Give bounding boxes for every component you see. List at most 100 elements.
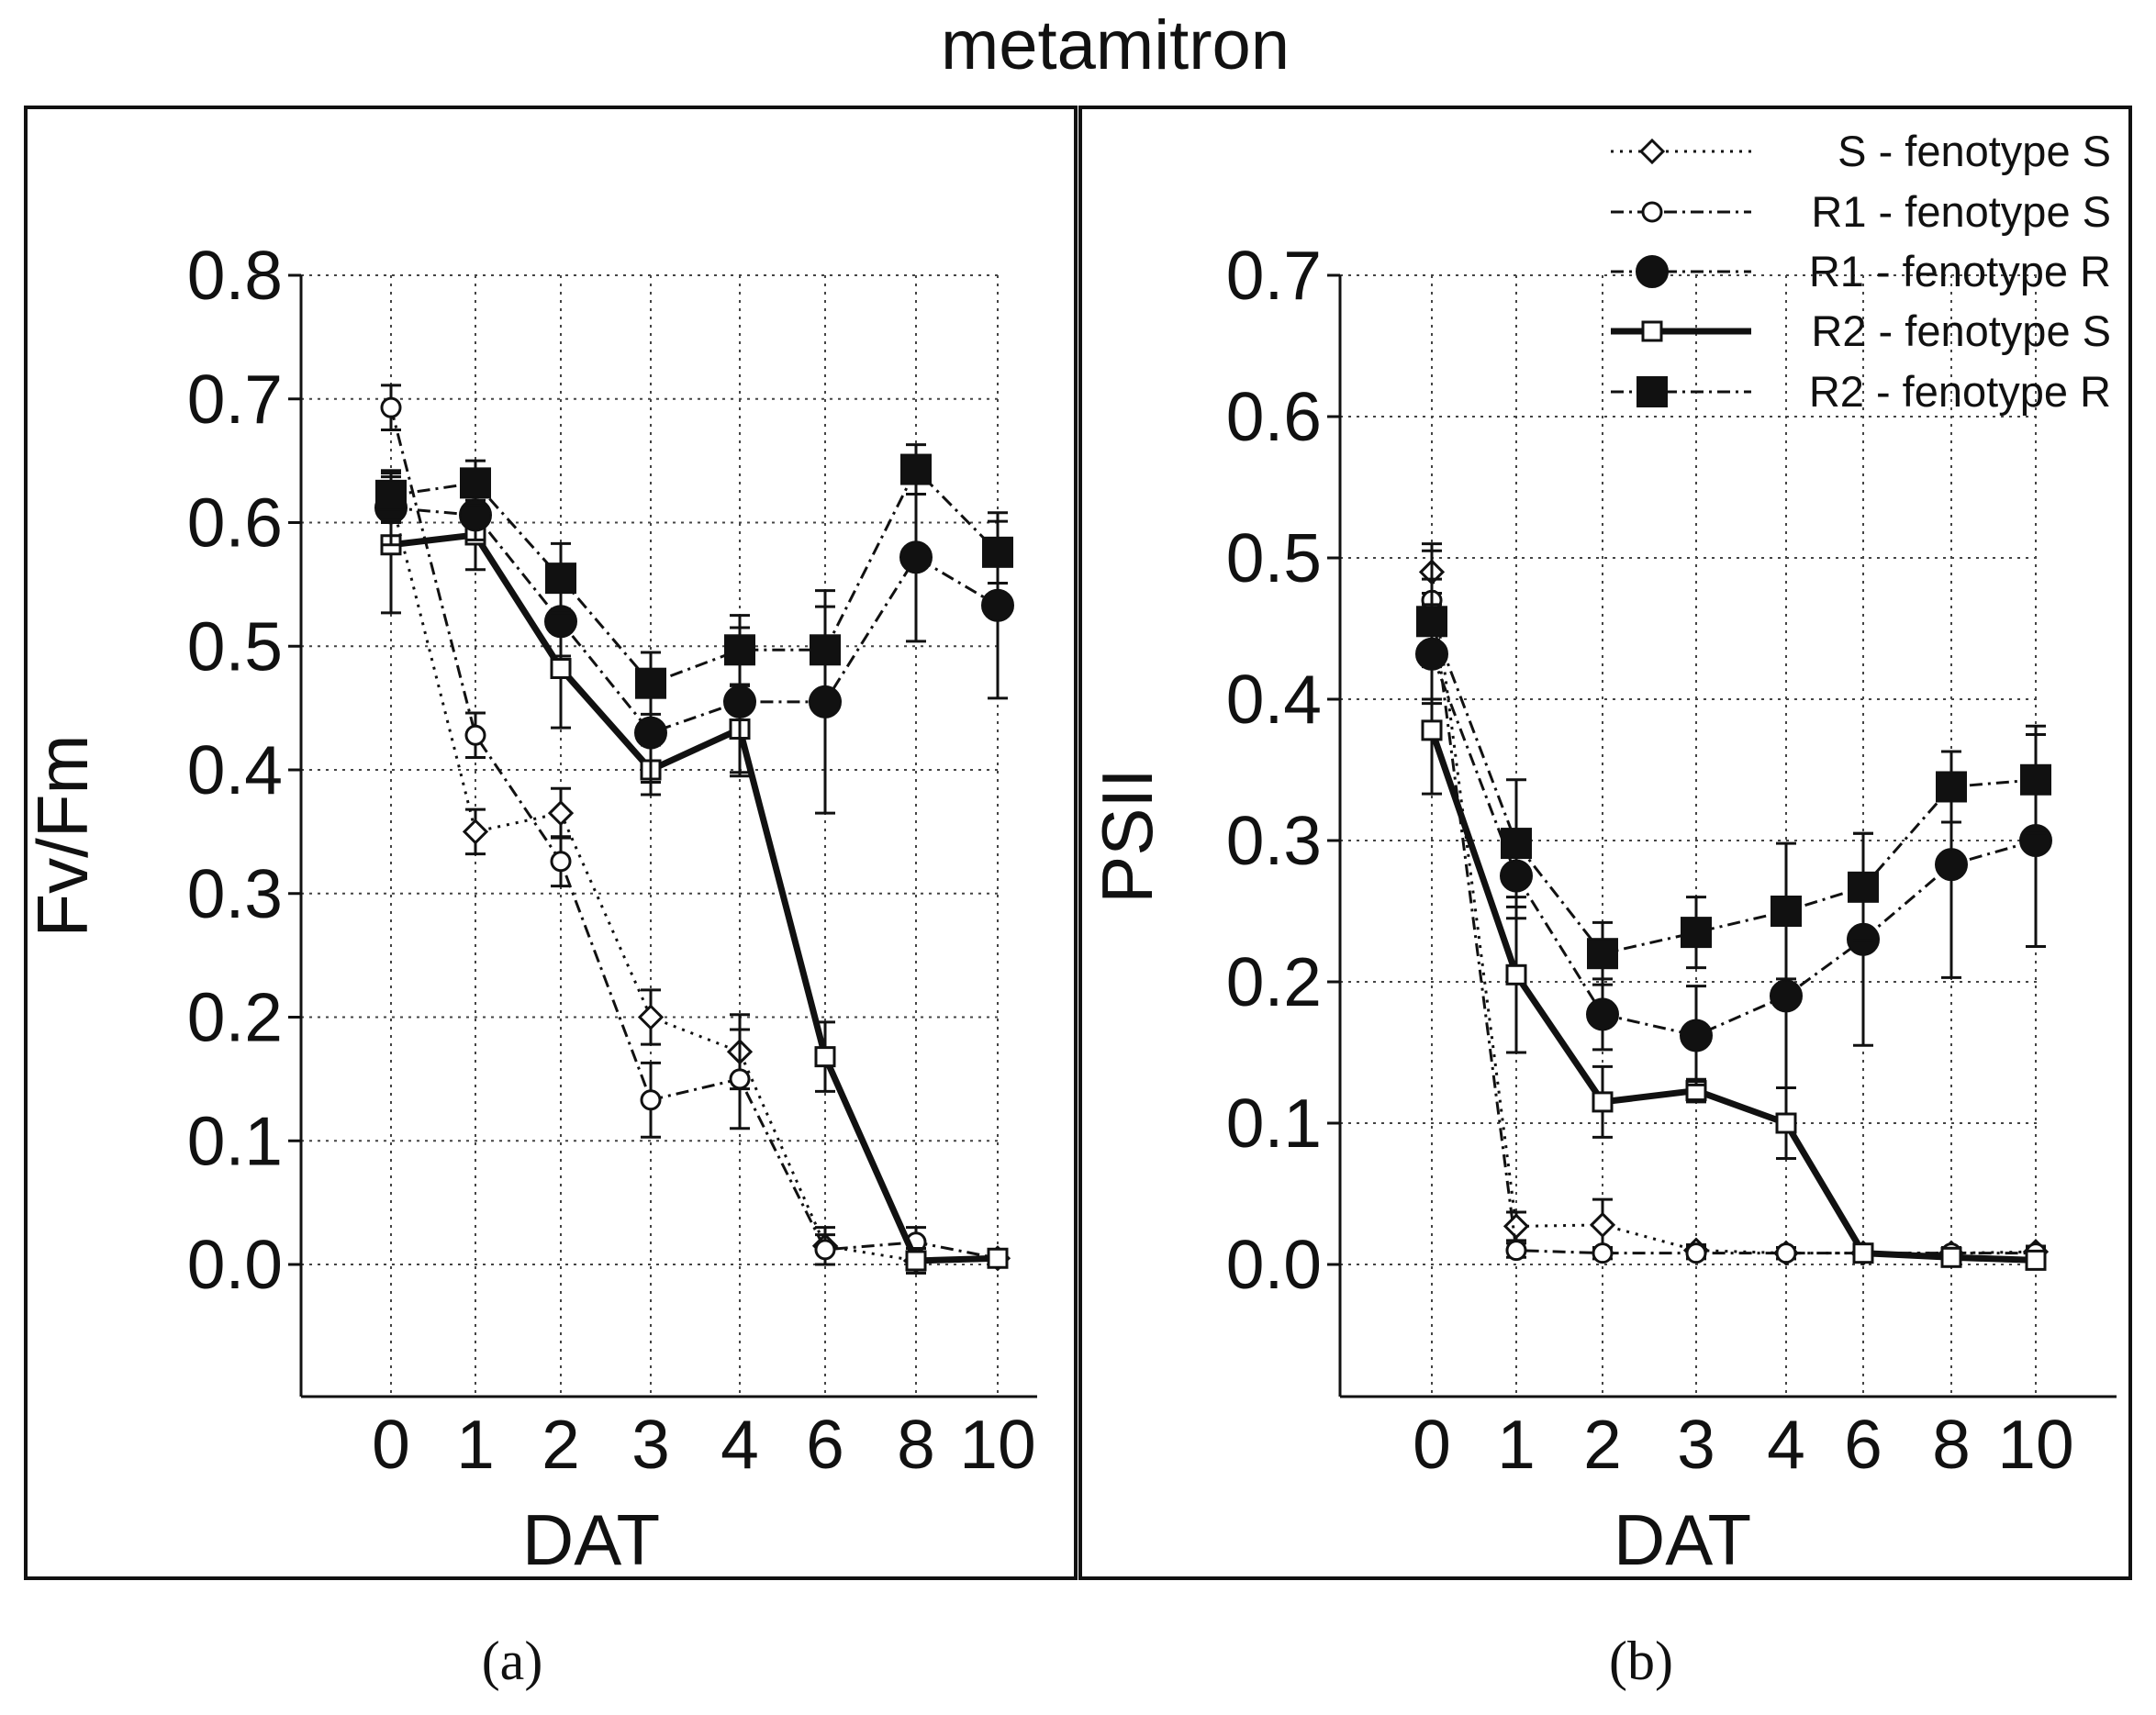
y-axis-label: Fv/Fm (22, 735, 103, 938)
data-point (1935, 848, 1968, 882)
series-r2-fenotype-s (1421, 665, 2047, 1271)
series-line (390, 506, 999, 735)
legend-label: R1 - fenotype S (1811, 187, 2111, 236)
data-point (464, 724, 486, 746)
series-r1-fenotype-s (380, 384, 1009, 1269)
data-point (1770, 979, 1803, 1013)
data-point (1589, 1211, 1616, 1239)
data-point (987, 1247, 1009, 1269)
data-point (1775, 1112, 1797, 1134)
data-point (1685, 1242, 1707, 1264)
data-point (814, 1239, 836, 1261)
y-tick-label: 0.5 (187, 607, 283, 685)
y-tick-label: 0.1 (187, 1102, 283, 1179)
data-point (1586, 997, 1619, 1031)
data-point (460, 467, 491, 499)
y-tick-label: 0.6 (1226, 378, 1322, 455)
x-axis-label: DAT (522, 1499, 660, 1580)
data-point (2020, 763, 2051, 796)
data-point (634, 716, 667, 750)
data-point (545, 562, 576, 595)
legend-label: S - fenotype S (1838, 127, 2111, 175)
series-line (1430, 600, 2036, 1255)
data-point (1681, 917, 1712, 949)
series-line (389, 497, 999, 1263)
y-tick-label: 0.4 (187, 731, 283, 808)
legend-label: R2 - fenotype S (1811, 306, 2111, 355)
legend: S - fenotype S R1 - fenotype S R1 - fenoty… (1611, 127, 2111, 416)
y-tick-label: 0.0 (187, 1226, 283, 1303)
x-tick-label: 10 (1997, 1406, 2073, 1483)
data-point (900, 453, 932, 485)
data-point (1936, 771, 1967, 803)
panel-a-caption: (a) (482, 1631, 543, 1691)
data-point (982, 536, 1013, 568)
y-tick-label: 0.4 (1226, 661, 1322, 738)
data-point (462, 819, 489, 845)
series-line (390, 468, 1000, 685)
data-point (1680, 1019, 1713, 1052)
x-tick-label: 8 (897, 1406, 935, 1483)
x-tick-label: 10 (959, 1406, 1035, 1483)
series-line (390, 531, 999, 1264)
data-point (1501, 828, 1532, 860)
data-point (814, 1046, 836, 1068)
data-point (729, 1068, 751, 1090)
series-line (1428, 729, 2037, 1264)
x-tick-label: 0 (372, 1406, 410, 1483)
panel-b: 0.0 0.1 0.2 0.3 0.4 0.5 0.6 0.7 0 1 2 3 4 6 8 10 DAT PSII… (1087, 127, 2117, 1580)
x-tick-label: 6 (806, 1406, 844, 1483)
y-axis-label: PSII (1087, 768, 1167, 903)
legend-label: R2 - fenotype R (1809, 367, 2111, 416)
legend-marker (1638, 138, 1666, 165)
legend-label: R1 - fenotype R (1809, 247, 2111, 295)
legend-marker (1641, 201, 1663, 223)
data-point (635, 667, 666, 699)
y-tick-label: 0.2 (1226, 943, 1322, 1020)
series-line (1430, 620, 2037, 955)
data-point (547, 800, 575, 827)
x-tick-label: 2 (542, 1406, 580, 1483)
data-point (1587, 938, 1618, 970)
x-tick-label: 1 (1497, 1406, 1536, 1483)
data-point (899, 540, 933, 574)
data-point (1502, 1213, 1530, 1240)
data-point (1852, 1242, 1874, 1264)
data-point (1421, 719, 1443, 741)
x-tick-label: 4 (721, 1406, 759, 1483)
data-point (1505, 1240, 1527, 1262)
legend-marker (1641, 320, 1663, 342)
y-tick-label: 0.5 (1226, 519, 1322, 596)
data-point (1592, 1242, 1614, 1264)
figure-title: metamitron (941, 6, 1290, 84)
data-point (380, 396, 402, 418)
data-point (723, 685, 756, 718)
data-point (905, 1250, 927, 1272)
data-point (1848, 871, 1879, 903)
panel-a: 0.0 0.1 0.2 0.3 0.4 0.5 0.6 0.7 0.8 0 1 2 3 4 6 8 10 DAT F… (22, 237, 1037, 1580)
x-tick-label: 1 (456, 1406, 495, 1483)
x-tick-label: 3 (631, 1406, 670, 1483)
data-point (550, 851, 572, 873)
data-point (550, 658, 572, 680)
series-line (389, 406, 999, 1260)
y-tick-label: 0.7 (1226, 237, 1322, 314)
x-tick-label: 8 (1932, 1406, 1971, 1483)
data-point (1940, 1246, 1962, 1268)
series-r2-fenotype-r (375, 443, 1013, 716)
data-point (1505, 963, 1527, 986)
data-point (810, 634, 841, 666)
x-axis-label: DAT (1614, 1499, 1751, 1580)
y-tick-label: 0.0 (1226, 1226, 1322, 1303)
y-tick-label: 0.2 (187, 979, 283, 1056)
data-point (2025, 1249, 2047, 1271)
y-tick-label: 0.8 (187, 237, 283, 314)
data-point (1775, 1242, 1797, 1264)
data-point (640, 1089, 662, 1111)
x-tick-label: 6 (1844, 1406, 1882, 1483)
data-point (981, 588, 1014, 622)
x-tick-label: 0 (1413, 1406, 1451, 1483)
data-point (375, 479, 407, 511)
data-point (724, 634, 755, 666)
